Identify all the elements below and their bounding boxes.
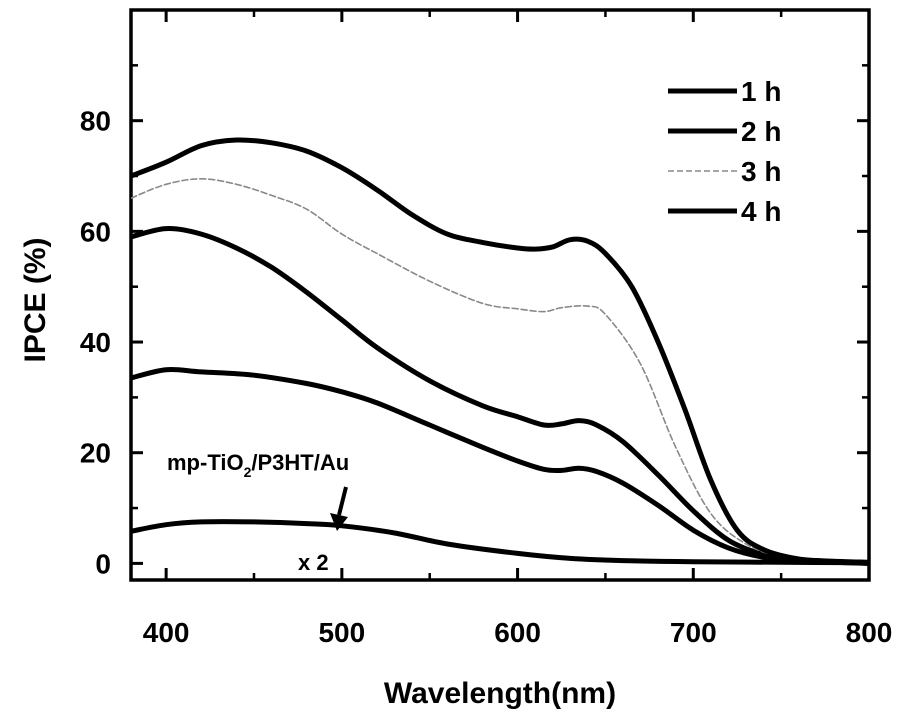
- multiplier-label: x 2: [298, 550, 329, 575]
- arrow-head: [330, 513, 348, 531]
- legend-label: 1 h: [741, 76, 781, 107]
- x-tick-label: 500: [318, 617, 365, 648]
- sample-label-rest: /P3HT/Au: [251, 450, 349, 475]
- series-line-2: [131, 226, 869, 566]
- y-tick-label: 40: [80, 327, 111, 358]
- plot-frame: [129, 8, 871, 582]
- y-tick-label: 0: [95, 548, 111, 579]
- legend-label: 3 h: [741, 156, 781, 187]
- y-axis-title: IPCE (%): [19, 237, 52, 362]
- legend-label: 4 h: [741, 196, 781, 227]
- sample-label-main: mp-TiO: [167, 450, 244, 475]
- sample-label-sub: 2: [244, 464, 252, 480]
- y-tick-label: 60: [80, 216, 111, 247]
- sample-label: mp-TiO2/P3HT/Au: [167, 450, 349, 480]
- series-line-5: [131, 519, 869, 566]
- legend: 1 h 2 h 3 h 4 h: [668, 76, 781, 227]
- y-tick-label: 80: [80, 106, 111, 137]
- x-tick-label: 400: [143, 617, 190, 648]
- series-line-4: [131, 137, 869, 565]
- legend-label: 2 h: [741, 116, 781, 147]
- x-tick-label: 600: [494, 617, 541, 648]
- x-tick-label: 800: [846, 617, 893, 648]
- series-lines: [131, 137, 869, 566]
- axis-ticks: 400 500 600 700 800 0 20 40 60 80: [80, 10, 893, 648]
- series-line-3: [131, 178, 869, 565]
- annotation-arrow: [330, 486, 348, 531]
- series-line-1: [131, 366, 869, 566]
- x-axis-title: Wavelength(nm): [384, 677, 616, 710]
- y-tick-label: 20: [80, 438, 111, 469]
- arrow-shaft: [337, 486, 348, 516]
- x-tick-label: 700: [670, 617, 717, 648]
